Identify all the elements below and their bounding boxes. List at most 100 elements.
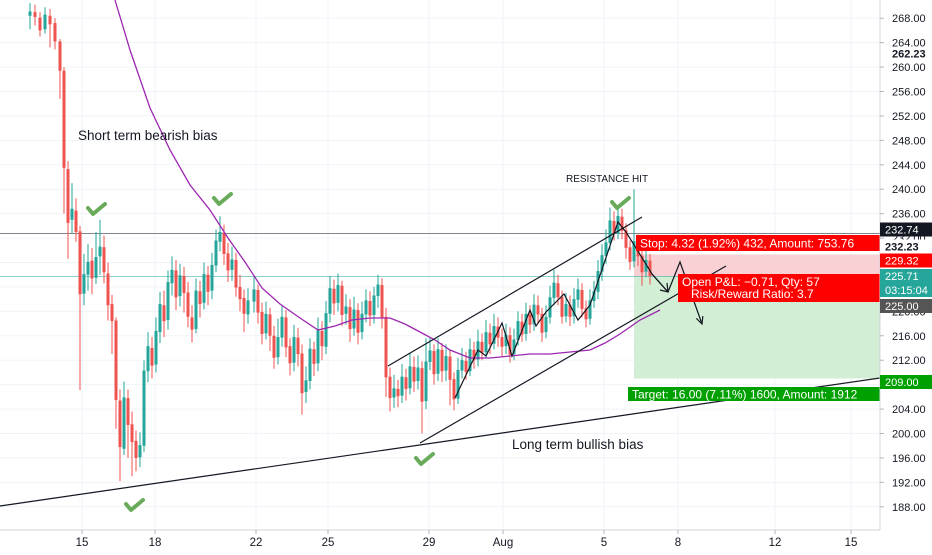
candle-body [114,320,118,400]
candle-body [572,299,576,317]
candle-body [588,300,592,319]
candle-body [592,291,596,301]
candle-body [472,349,476,361]
candle-body [452,379,456,400]
candle-body [444,355,448,371]
price-tag-box [880,283,932,297]
x-tick-label: 29 [423,537,436,549]
candle-body [246,300,250,315]
candle-body [252,289,256,302]
annotation-short-term: Short term bearish bias [78,128,218,143]
moving-average [114,0,661,359]
candle-body [238,286,242,300]
candle-body [86,261,90,275]
candle-body [432,351,436,375]
forecast-arrow-head [659,282,669,293]
candle-body [324,313,328,347]
candle-body [644,260,648,272]
price-tag-label: 225.00 [885,301,919,313]
channel-top-line [387,216,643,367]
candle-body [604,242,608,256]
candle-body [468,349,472,372]
candle-body [340,285,344,316]
forecast-arrow-path [667,260,703,325]
candle-body [234,260,238,288]
check-mark-icon [414,452,435,466]
candle-body [186,292,190,317]
candle-body [580,289,584,309]
price-tag-label: 229.32 [885,256,919,268]
candle-body [560,296,564,317]
x-axis[interactable]: 15 18 22 25 29 Aug 5 8 12 15 [0,529,880,550]
candle-body [292,337,296,363]
pnl-label: Open P&L: −0.71, Qty: 57 [682,275,820,289]
candle-body [138,445,142,458]
candle-body [134,440,138,458]
candle-body [500,337,504,347]
candle-body [540,313,544,333]
candle-body [556,283,560,298]
candle-body [420,368,424,402]
target-label-box [628,387,880,401]
candle-body [230,259,234,270]
candle-body [336,285,340,303]
candle-body [102,247,106,273]
candle-body [48,15,52,25]
y-tick-label: 188.00 [892,502,926,514]
candle-body [53,23,57,42]
price-tag-label: 232.74 [885,225,919,237]
annotation-resistance: RESISTANCE HIT [566,174,648,185]
candle-body [218,231,222,242]
x-axis-background [0,530,880,550]
candle-body [372,295,376,316]
candle-body [492,326,496,344]
candle-body [524,313,528,334]
y-tick-label: 264.00 [892,38,926,50]
candle-body [364,300,368,315]
candle-body [456,369,460,399]
y-tick-label: 196.00 [892,453,926,465]
moving-average-line [114,0,661,359]
candle-body [504,334,508,347]
price-tag-label: 209.00 [885,377,919,389]
candle-body [304,380,308,392]
price-tag-box [880,299,932,313]
y-tick-label: 200.00 [892,429,926,441]
candle-body [66,169,70,223]
candle-body [608,220,612,243]
y-tick-label: 216.00 [892,331,926,343]
candle-body [640,255,644,273]
check-mark-icon [86,202,107,216]
candle-body [280,316,284,338]
candle-body [552,282,556,298]
candle-body [360,313,364,333]
x-tick-label: 8 [675,537,681,549]
x-tick-label: 5 [601,537,607,549]
candle-body [332,288,336,304]
candle-body [520,321,524,335]
price-tag-label: 232.23 [885,242,919,254]
candle-body [428,350,432,363]
candle-body [624,230,628,248]
candle-body [308,348,312,381]
candle-body [82,274,86,294]
candle-body [544,316,548,333]
candle-body [206,274,210,292]
candle-body [536,305,540,315]
price-tag-box [880,269,932,283]
price-tag-box [880,375,932,389]
price-tag-box [880,222,932,237]
candle-body [648,260,652,276]
candle-body [28,11,32,16]
forecast-arrow-head [695,315,704,326]
candle-body [384,316,388,378]
price-tag-box [880,239,932,254]
y-tick-label: 236.00 [892,209,926,221]
candle-body [288,346,292,364]
channel-bottom-line [419,265,727,444]
candle-body [612,220,616,234]
candle-body [166,282,170,320]
candle-body [226,253,230,271]
stop-label-box [636,235,880,251]
